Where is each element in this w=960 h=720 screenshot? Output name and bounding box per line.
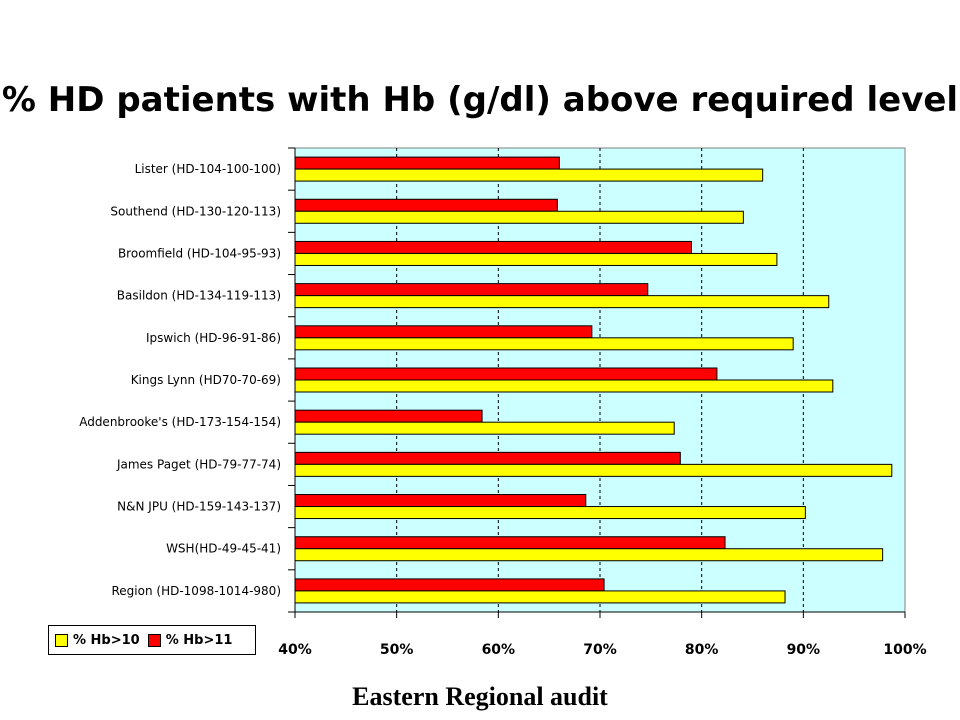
bar-hb10: [294, 421, 675, 435]
x-tick-label: 50%: [380, 642, 414, 658]
bar-hb11: [294, 156, 560, 170]
category-label: Lister (HD-104-100-100): [135, 162, 281, 176]
bar-hb10: [294, 337, 794, 351]
category-label: Addenbrooke's (HD-173-154-154): [79, 415, 281, 429]
legend-label: % Hb>10: [73, 632, 140, 648]
bar-hb10: [294, 506, 806, 520]
bar-hb10: [294, 379, 834, 393]
legend-swatch-yellow: [55, 633, 68, 647]
category-label: Ipswich (HD-96-91-86): [146, 331, 281, 345]
category-label: WSH(HD-49-45-41): [166, 542, 281, 556]
category-label: Southend (HD-130-120-113): [110, 204, 281, 218]
bar-hb11: [294, 240, 692, 254]
bar-hb11: [294, 536, 726, 550]
bar-hb11: [294, 451, 681, 465]
footer-caption: Eastern Regional audit: [352, 682, 608, 711]
bar-hb10: [294, 168, 764, 182]
bar-hb10: [294, 590, 786, 604]
bar-hb10: [294, 210, 744, 224]
legend-label: % Hb>11: [165, 632, 233, 648]
category-label: Basildon (HD-134-119-113): [117, 289, 281, 303]
x-tick-label: 70%: [583, 642, 617, 658]
bar-hb11: [294, 283, 649, 297]
category-label: Kings Lynn (HD70-70-69): [131, 373, 281, 387]
x-tick-label: 60%: [482, 642, 516, 658]
bar-hb11: [294, 409, 483, 423]
legend-item-hb11: % Hb>11: [147, 632, 233, 648]
x-tick-label: 40%: [278, 642, 312, 658]
x-tick-label: 90%: [787, 642, 821, 658]
chart-legend: % Hb>10 % Hb>11: [48, 625, 256, 655]
bar-hb10: [294, 548, 884, 562]
bar-hb11: [294, 578, 605, 592]
x-tick-label: 100%: [883, 642, 926, 658]
category-label: Broomfield (HD-104-95-93): [118, 246, 281, 260]
category-label: N&N JPU (HD-159-143-137): [117, 500, 281, 514]
bar-hb10: [294, 463, 893, 477]
bar-hb11: [294, 367, 718, 381]
category-label: Region (HD-1098-1014-980): [112, 584, 282, 598]
legend-swatch-red: [147, 633, 161, 647]
category-label: James Paget (HD-79-77-74): [116, 457, 281, 471]
bar-hb11: [294, 198, 558, 212]
bar-hb10: [294, 295, 830, 309]
page-title: % HD patients with Hb (g/dl) above requi…: [1, 80, 959, 120]
bar-hb11: [294, 494, 587, 508]
legend-item-hb10: % Hb>10: [55, 633, 140, 648]
x-tick-label: 80%: [685, 642, 719, 658]
bar-hb10: [294, 252, 778, 266]
bar-hb11: [294, 325, 593, 339]
